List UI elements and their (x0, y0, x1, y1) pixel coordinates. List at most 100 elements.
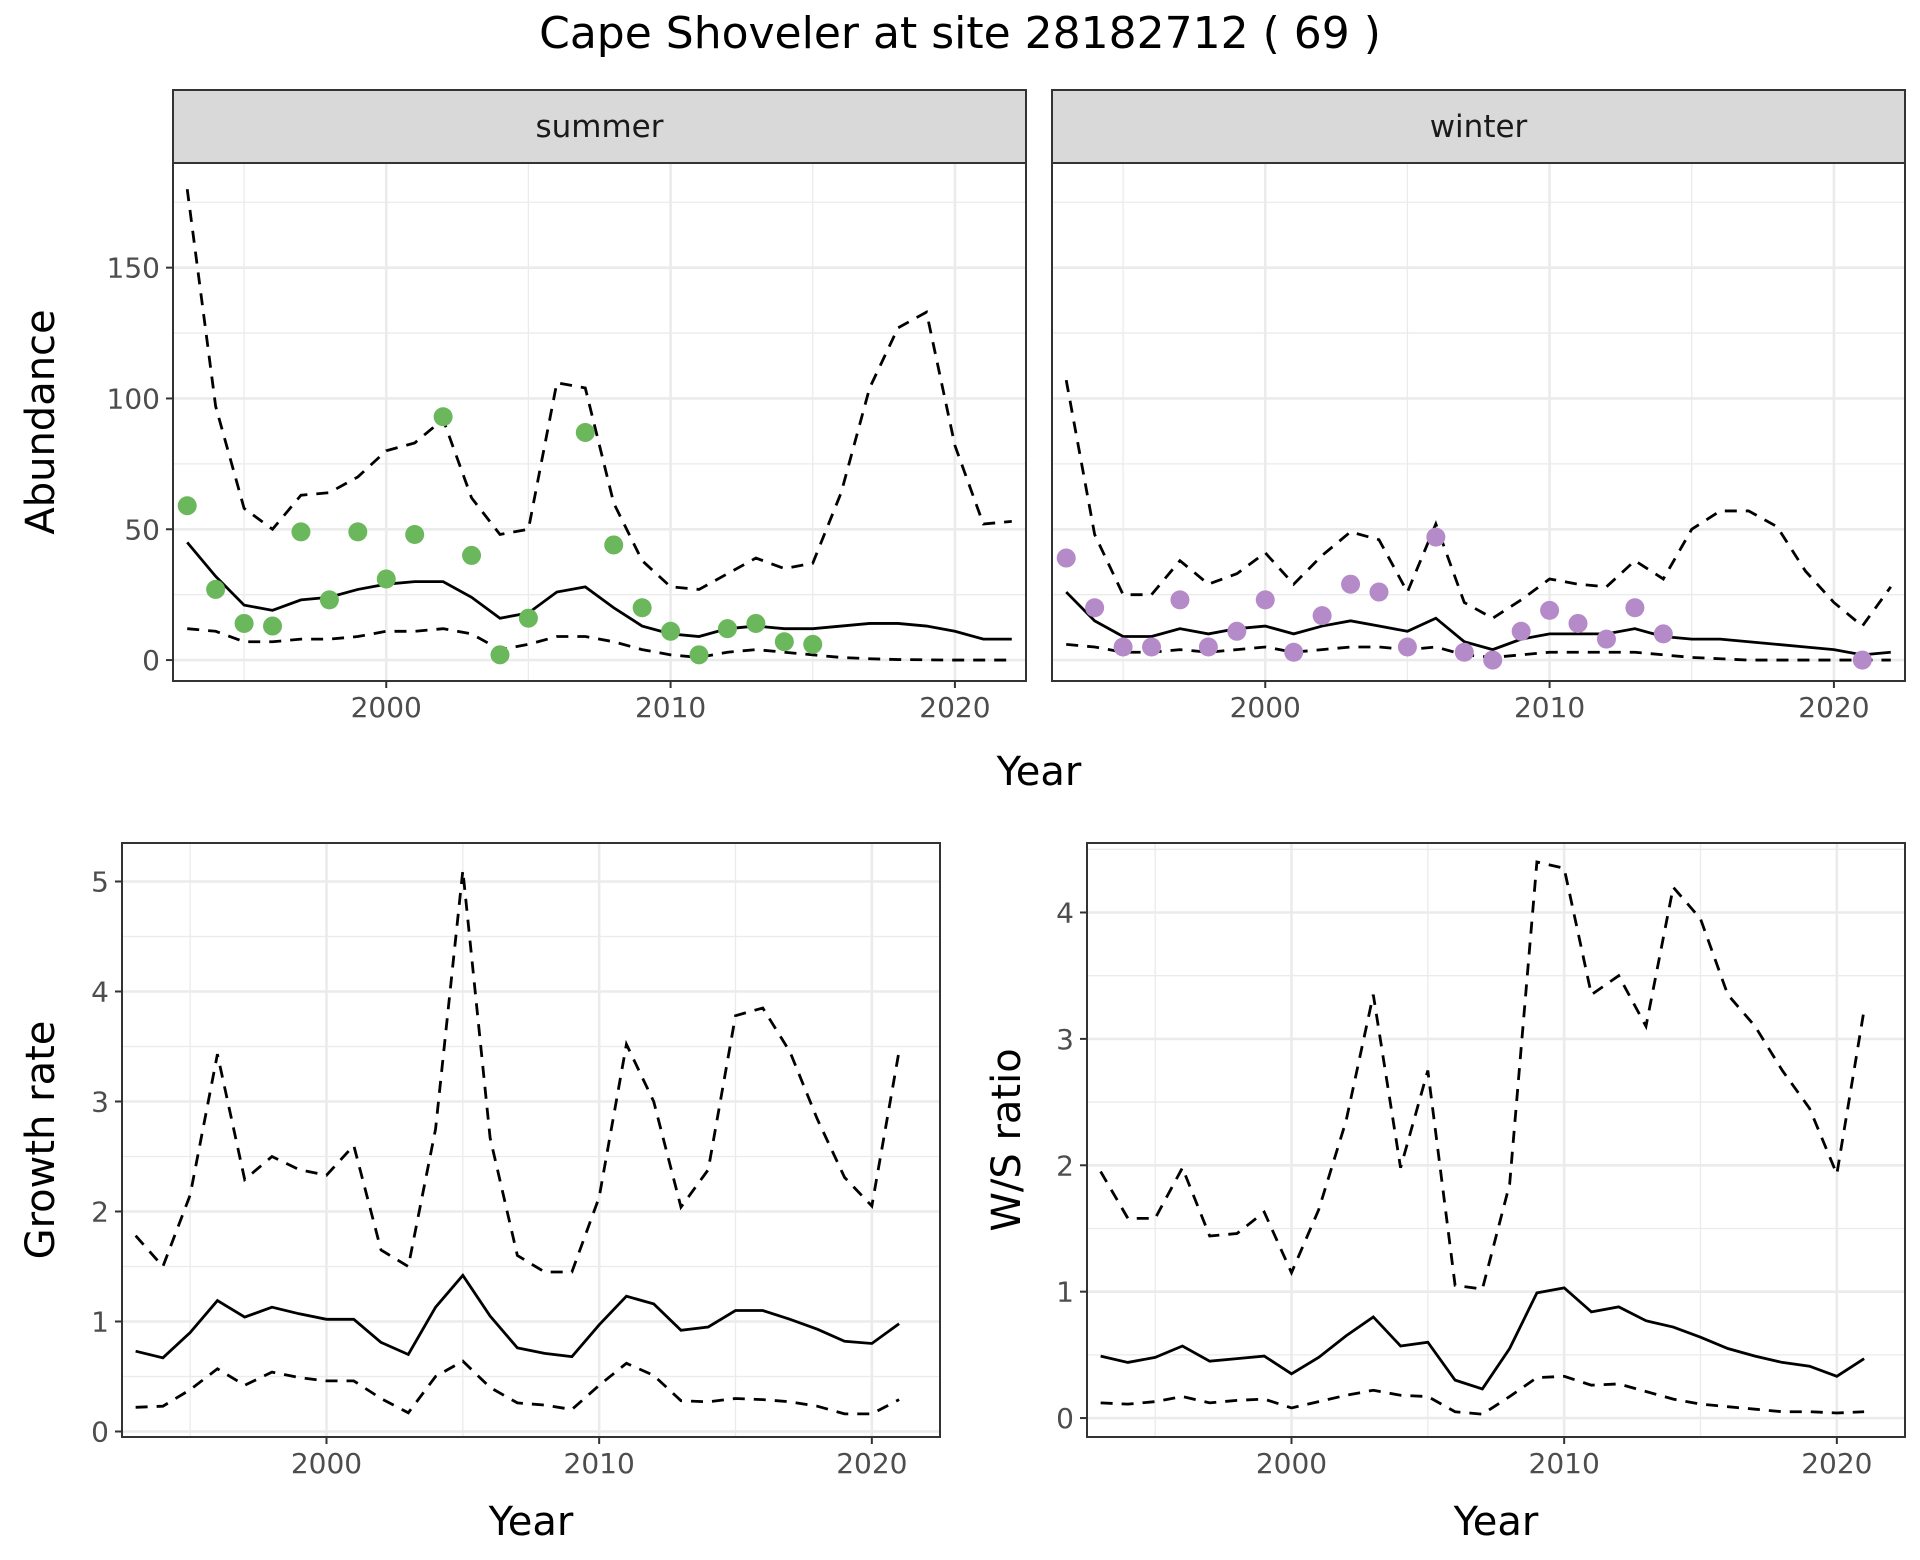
lower-ci-line (1100, 1374, 1865, 1416)
observed-point (1369, 582, 1389, 602)
observed-point (689, 645, 709, 665)
y-tick-label: 2 (91, 1196, 109, 1229)
y-tick-label: 2 (1056, 1149, 1074, 1182)
y-tick-label: 3 (1056, 1023, 1074, 1056)
observed-point (803, 634, 823, 654)
x-tick-label: 2020 (1801, 1447, 1872, 1480)
y-tick-label: 100 (107, 382, 160, 415)
observed-point (1312, 606, 1332, 626)
x-tick-label: 2010 (635, 691, 706, 724)
observed-point (1511, 621, 1531, 641)
y-tick-label: 0 (91, 1416, 109, 1449)
estimate-line (186, 541, 1012, 641)
observed-point (1085, 598, 1105, 618)
x-axis-title: Year (996, 749, 1082, 795)
estimate-line (135, 1272, 900, 1360)
lower-ci-line (187, 627, 1012, 662)
y-tick-label: 0 (1056, 1402, 1074, 1435)
observed-point (746, 613, 766, 633)
y-tick-label: 50 (124, 513, 160, 546)
x-tick-label: 2010 (1514, 691, 1585, 724)
x-tick-label: 2000 (291, 1447, 362, 1480)
x-axis-title: Year (488, 1499, 574, 1545)
y-axis-title: W/S ratio (984, 1048, 1030, 1231)
lower-ci-line (135, 1359, 900, 1416)
y-tick-label: 0 (142, 644, 160, 677)
y-tick-label: 4 (1056, 897, 1074, 930)
observed-point (177, 496, 197, 516)
y-tick-label: 1 (1056, 1276, 1074, 1309)
x-tick-label: 2000 (1230, 691, 1301, 724)
facet-strip-label: summer (535, 109, 663, 145)
observed-point (291, 522, 311, 542)
observed-point (490, 645, 510, 665)
upper-ci-line (134, 870, 901, 1274)
panel-border (1086, 842, 1906, 1438)
estimate-line (1100, 1286, 1865, 1391)
observed-point (1653, 624, 1673, 644)
panel-border (172, 162, 1027, 682)
y-tick-label: 1 (91, 1306, 109, 1339)
x-tick-label: 2020 (1798, 691, 1869, 724)
facet-strip-label: winter (1430, 109, 1528, 145)
x-axis-title: Year (1453, 1499, 1539, 1545)
facet-strip (1051, 89, 1906, 164)
x-tick-label: 2000 (1256, 1447, 1327, 1480)
observed-point (717, 619, 737, 639)
facet-strip (172, 89, 1027, 164)
observed-point (348, 522, 368, 542)
observed-point (1227, 621, 1247, 641)
observed-point (1255, 590, 1275, 610)
observed-point (1852, 650, 1872, 670)
x-tick-label: 2010 (564, 1447, 635, 1480)
x-tick-label: 2000 (351, 691, 422, 724)
facet-panel-summer: 2000 2010 2020 0 50 100 150 summer (107, 89, 1027, 724)
growth-rate-panel: 2000 2010 2020 0 1 2 3 4 5 (91, 842, 941, 1480)
observed-point (575, 422, 595, 442)
observed-point (234, 613, 254, 633)
observed-point (1142, 637, 1162, 657)
observed-point (319, 590, 339, 610)
y-tick-label: 3 (91, 1086, 109, 1119)
x-tick-label: 2010 (1529, 1447, 1600, 1480)
observed-point (433, 407, 453, 427)
facet-panel-winter: 2000 2010 2020 winter (1051, 89, 1906, 724)
observed-point (774, 632, 794, 652)
y-tick-label: 150 (107, 252, 160, 285)
y-tick-label: 5 (91, 866, 109, 899)
observed-point (376, 569, 396, 589)
x-tick-label: 2020 (919, 691, 990, 724)
observed-point (462, 545, 482, 565)
observed-point (263, 616, 283, 636)
observed-point (1113, 637, 1133, 657)
observed-point (1625, 598, 1645, 618)
observed-point (1454, 642, 1474, 662)
observed-point (1540, 600, 1560, 620)
observed-point (604, 535, 624, 555)
x-tick-label: 2020 (836, 1447, 907, 1480)
y-tick-label: 4 (91, 976, 109, 1009)
estimate-line (1065, 591, 1891, 657)
observed-point (1568, 613, 1588, 633)
panel-border (121, 842, 941, 1438)
upper-ci-line (1099, 860, 1866, 1291)
observed-point (405, 524, 425, 544)
observed-point (1397, 637, 1417, 657)
observed-point (632, 598, 652, 618)
observed-point (1284, 642, 1304, 662)
observed-point (1198, 637, 1218, 657)
upper-ci-line (1064, 379, 1892, 629)
upper-ci-line (185, 188, 1012, 591)
ws-ratio-panel: 2000 2010 2020 0 1 2 3 4 (1056, 842, 1906, 1480)
observed-point (1056, 548, 1076, 568)
observed-point (1170, 590, 1190, 610)
y-axis-title: Growth rate (18, 1021, 64, 1260)
observed-point (661, 621, 681, 641)
observed-point (1596, 629, 1616, 649)
observed-point (1483, 650, 1503, 670)
chart-title: Cape Shoveler at site 28182712 ( 69 ) (539, 8, 1381, 59)
observed-point (1426, 527, 1446, 547)
observed-point (1341, 574, 1361, 594)
